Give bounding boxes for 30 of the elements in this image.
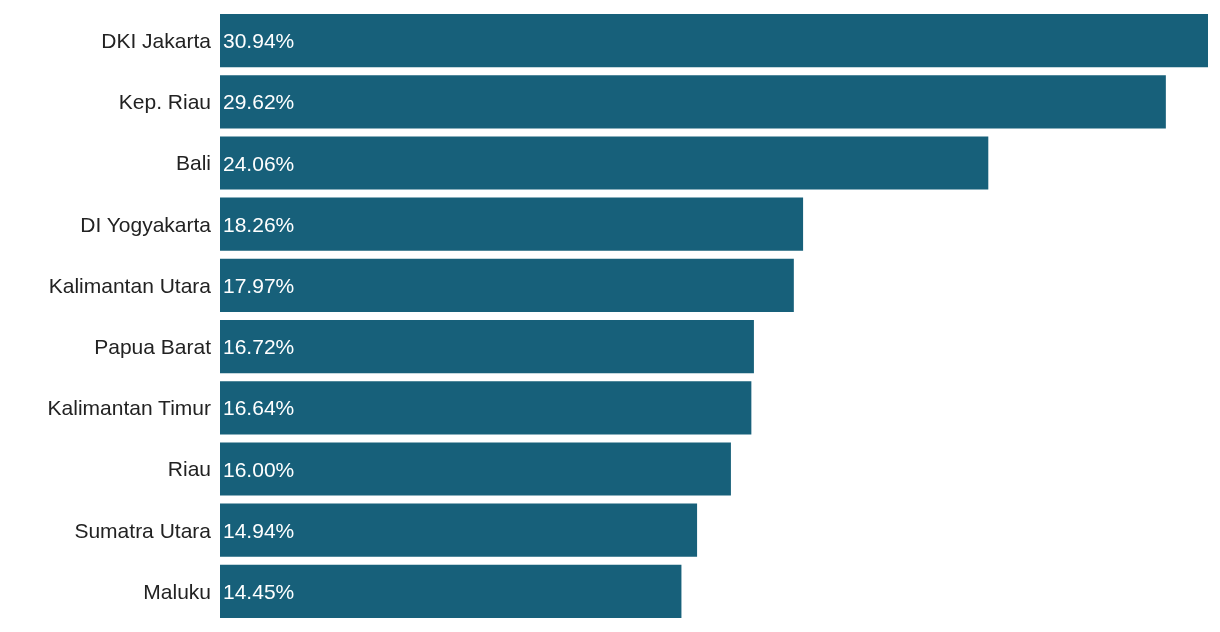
data-label: 16.64%: [223, 396, 295, 420]
bar: [220, 136, 989, 190]
y-tick-label: Kalimantan Utara: [48, 273, 212, 297]
y-tick-label: Kalimantan Timur: [47, 396, 211, 420]
y-tick-label: DI Yogyakarta: [80, 212, 212, 236]
y-tick-label: Maluku: [143, 579, 211, 603]
data-label: 14.94%: [223, 518, 295, 542]
data-label: 16.72%: [223, 335, 295, 359]
bar: [220, 319, 754, 374]
bar: [220, 442, 731, 496]
data-label: 17.97%: [223, 273, 295, 297]
bar: [220, 197, 804, 251]
data-label: 18.26%: [223, 212, 295, 236]
bar: [220, 258, 794, 313]
y-tick-label: Riau: [167, 457, 211, 481]
data-label: 16.00%: [223, 457, 295, 481]
y-tick-label: Papua Barat: [94, 334, 212, 358]
y-tick-label: DKI Jakarta: [101, 28, 212, 52]
bar: [220, 503, 698, 557]
bar: [220, 564, 682, 619]
data-label: 30.94%: [223, 29, 295, 53]
y-tick-label: Kep. Riau: [118, 90, 211, 114]
data-label: 29.62%: [223, 90, 295, 114]
bar: [220, 75, 1166, 129]
y-tick-label: Bali: [175, 151, 211, 175]
data-label: 14.45%: [223, 579, 295, 603]
bar: [220, 13, 1208, 68]
y-tick-label: Sumatra Utara: [74, 518, 212, 542]
bar: [220, 381, 752, 435]
data-label: 24.06%: [223, 151, 295, 175]
